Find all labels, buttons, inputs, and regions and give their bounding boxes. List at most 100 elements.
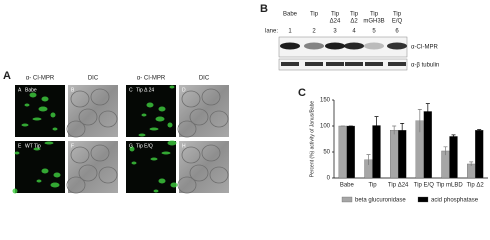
cell-outline bbox=[201, 144, 221, 162]
image-caption: WT Tip bbox=[25, 143, 41, 149]
image-letter: F bbox=[71, 143, 74, 149]
image-letter: G bbox=[129, 143, 133, 149]
legend-label: beta glucuronidase bbox=[355, 198, 406, 204]
y-tick-label: 0 bbox=[327, 176, 331, 182]
image-letter: E bbox=[18, 143, 22, 149]
blot-band bbox=[304, 42, 324, 50]
blot-label: α-β tubulin bbox=[411, 63, 439, 69]
cell-outline bbox=[70, 90, 90, 108]
legend-swatch bbox=[417, 196, 429, 203]
lane-number: 1 bbox=[288, 29, 292, 35]
blot-band bbox=[387, 42, 407, 50]
cell-outline bbox=[177, 176, 197, 194]
blot-band bbox=[345, 62, 363, 66]
error-bar bbox=[425, 103, 430, 120]
green-signal bbox=[41, 168, 49, 174]
lane-header: Tip bbox=[350, 12, 359, 18]
bar bbox=[475, 130, 484, 179]
image-letter: B bbox=[71, 87, 75, 93]
lane-number: 3 bbox=[333, 29, 337, 35]
green-signal bbox=[32, 117, 42, 121]
y-tick-label: 50 bbox=[323, 150, 330, 156]
green-signal bbox=[155, 116, 165, 122]
blot-band bbox=[365, 62, 383, 66]
lane-header: Tip bbox=[331, 12, 340, 18]
x-tick-label: Tip mLBD bbox=[436, 183, 463, 189]
y-axis-label: Percent (%) activity of Janus/Babe bbox=[309, 101, 315, 178]
column-header: α- CI-MPR bbox=[137, 76, 166, 82]
green-signal bbox=[149, 127, 159, 131]
bar bbox=[338, 125, 347, 179]
column-header: α- CI-MPR bbox=[26, 76, 55, 82]
cell-outline bbox=[189, 164, 209, 182]
green-signal bbox=[38, 106, 48, 112]
lane-number: 6 bbox=[395, 29, 399, 35]
blot-band bbox=[325, 42, 345, 50]
error-bar bbox=[443, 146, 448, 156]
green-signal bbox=[129, 146, 135, 152]
green-signal bbox=[53, 172, 61, 178]
cell-outline bbox=[90, 144, 110, 162]
cell-outline bbox=[66, 120, 86, 138]
error-bar bbox=[392, 125, 397, 135]
green-signal bbox=[167, 122, 173, 128]
error-bar bbox=[400, 123, 405, 137]
lane-header: Babe bbox=[283, 12, 298, 18]
blot-band bbox=[281, 62, 299, 66]
cell-outline bbox=[98, 110, 118, 128]
green-signal bbox=[158, 106, 166, 112]
error-bar bbox=[469, 161, 474, 167]
green-signal bbox=[161, 151, 171, 155]
cell-outline bbox=[201, 88, 221, 106]
green-signal bbox=[41, 96, 49, 102]
green-signal bbox=[33, 147, 41, 151]
image-letter: C bbox=[129, 87, 133, 93]
cell-outline bbox=[70, 146, 90, 164]
green-signal bbox=[146, 102, 154, 108]
error-bar bbox=[374, 116, 379, 135]
bar bbox=[346, 125, 355, 179]
legend-label: acid phosphatase bbox=[431, 198, 479, 204]
green-signal bbox=[44, 141, 54, 145]
lane-header: E/Q bbox=[392, 19, 403, 25]
error-bar bbox=[417, 109, 422, 133]
cell-outline bbox=[78, 108, 98, 126]
blot-band bbox=[388, 62, 406, 66]
green-signal bbox=[141, 113, 147, 117]
panel-label: C bbox=[298, 87, 306, 99]
green-signal bbox=[50, 182, 60, 188]
image-letter: D bbox=[182, 87, 186, 93]
legend-swatch bbox=[341, 196, 353, 203]
lane-header: Δ24 bbox=[330, 19, 341, 25]
blot-band bbox=[364, 42, 384, 50]
panel-label: B bbox=[260, 3, 268, 15]
cell-outline bbox=[181, 90, 201, 108]
green-signal bbox=[158, 178, 166, 184]
blot-band bbox=[305, 62, 323, 66]
cell-outline bbox=[209, 166, 229, 184]
cell-outline bbox=[177, 120, 197, 138]
x-tick-label: Tip bbox=[368, 183, 377, 189]
green-signal bbox=[138, 133, 146, 137]
green-signal bbox=[36, 179, 42, 183]
x-tick-label: Babe bbox=[340, 183, 355, 189]
y-tick-label: 100 bbox=[320, 124, 331, 130]
green-signal bbox=[29, 92, 37, 98]
lane-header: Tip bbox=[393, 12, 402, 18]
lane-header: Tip bbox=[370, 12, 379, 18]
x-tick-label: Tip Δ2 bbox=[467, 183, 485, 189]
cell-outline bbox=[98, 166, 118, 184]
green-signal bbox=[50, 112, 56, 118]
lane-header: Tip bbox=[310, 12, 319, 18]
bar bbox=[390, 130, 399, 179]
green-signal bbox=[153, 189, 159, 193]
blot-band bbox=[344, 42, 364, 50]
cell-outline bbox=[66, 176, 86, 194]
lane-number: 5 bbox=[372, 29, 376, 35]
bar bbox=[467, 163, 476, 179]
bar bbox=[449, 136, 458, 179]
image-caption: Babe bbox=[25, 87, 37, 93]
cell-outline bbox=[189, 108, 209, 126]
lane-header: mGH3B bbox=[363, 19, 384, 25]
